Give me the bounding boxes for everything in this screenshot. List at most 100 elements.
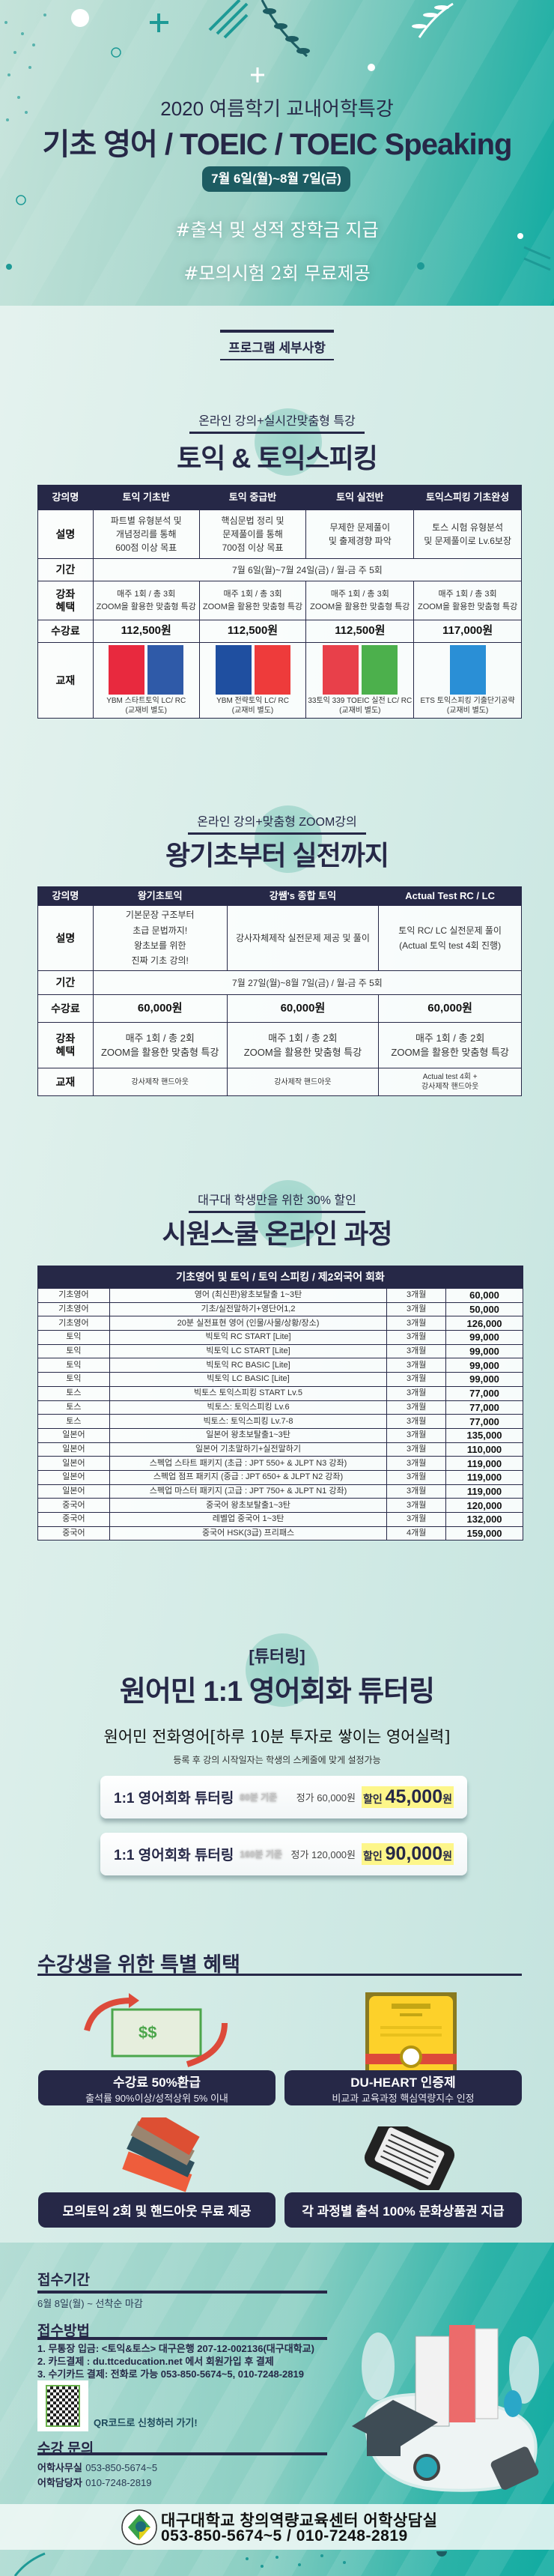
course-cell: 일본어 왕초보탈출1~3탄 — [109, 1427, 388, 1443]
desc-cell: 핵심문법 정리 및 문제풀이를 통해 700점 이상 목표 — [198, 510, 307, 559]
duration-cell: 3개월 — [386, 1442, 447, 1457]
table-row: 일본어 스펙업 스타트 패키지 (초급 : JPT 550+ & JLPT N3 … — [37, 1456, 523, 1471]
book-cell: 33토익 339 TOEIC 실전 LC/ RC (교재비 별도) — [305, 642, 415, 719]
duration-cell: 3개월 — [386, 1414, 447, 1429]
svg-text:$$: $$ — [138, 2023, 156, 2042]
course-cell: 레벨업 중국어 1~3탄 — [109, 1512, 388, 1527]
book-cover-icon — [254, 645, 290, 695]
duration-cell: 3개월 — [386, 1288, 447, 1303]
duration-cell: 3개월 — [386, 1456, 447, 1471]
course-name-cell: 토익 실전반 — [305, 485, 415, 510]
category-cell: 일본어 — [37, 1427, 110, 1443]
price-cell: 77,000 — [445, 1414, 523, 1429]
period-cell: 7월 27일(월)~8월 7일(금) / 월-금 주 5회 — [92, 970, 523, 995]
course-name-cell: 왕기초토익 — [92, 886, 228, 906]
contact-label: 어학담당자 — [37, 2477, 82, 2488]
course-cell: 빅토익 LC START [Lite] — [109, 1343, 388, 1359]
course-cell: 빅토스: 토익스피킹 Lv.6 — [109, 1400, 388, 1415]
table-row: 중국어 레벨업 중국어 1~3탄 3개월 132,000 — [37, 1512, 523, 1527]
hashtag-mock-test: #모의시험 2회 무료제공 — [183, 263, 371, 284]
course-cell: 20분 실전표현 영어 (인물/사물/상황/장소) — [109, 1316, 388, 1331]
book-covers — [200, 645, 306, 695]
divider — [37, 2291, 327, 2294]
hero-decorations — [4, 0, 551, 271]
course-cell: 빅토스 토익스피킹 START Lv.5 — [109, 1385, 388, 1401]
plan-basis: 160분 기준 — [240, 1849, 282, 1860]
book-cell: YBM 스타트토익 LC/ RC (교재비 별도) — [92, 642, 200, 719]
duration-cell: 3개월 — [386, 1427, 447, 1443]
table-row: 일본어 일본어 왕초보탈출1~3탄 3개월 135,000 — [37, 1427, 523, 1443]
plan-basis: 80분 기준 — [240, 1792, 278, 1803]
decor-circle — [255, 1180, 322, 1248]
price-value: 90,000 — [385, 1843, 443, 1864]
benefit-title: 각 과정별 출석 100% 문화상품권 지급 — [302, 2204, 505, 2219]
course-cell: 빅토익 RC BASIC [Lite] — [109, 1358, 388, 1373]
plan-name: 1:1 영어회화 튜터링 — [114, 1848, 234, 1863]
course-name-cell: 토익 기초반 — [92, 485, 200, 510]
duration-cell: 3개월 — [386, 1372, 447, 1387]
category-cell: 중국어 — [37, 1512, 110, 1527]
education-illustration-icon — [352, 2325, 539, 2492]
row-label: 교재 — [37, 1068, 94, 1096]
price-cell: 159,000 — [445, 1526, 523, 1541]
toeic-subtitle-text: 온라인 강의+실시간맞춤형 특강 — [189, 411, 365, 434]
university-logo-icon — [121, 2509, 157, 2545]
tutoring-handwritten: 원어민 전화영어[하루 10분 투자로 쌓이는 영어실력] — [103, 1728, 451, 1746]
benefit-cell: 매주 1회 / 총 3회 ZOOM을 활용한 맞춤형 특강 — [92, 581, 200, 620]
table-header: 기초영어 및 토익 / 토익 스피킹 / 제2외국어 회화 — [37, 1266, 523, 1289]
duration-cell: 3개월 — [386, 1343, 447, 1359]
method-item: 1. 무통장 입금: <토익&토스> 대구은행 207-12-002136(대구… — [37, 2343, 314, 2354]
category-cell: 토익 — [37, 1330, 110, 1345]
benefit-title: DU-HEART 인증제 — [350, 2075, 456, 2090]
row-label: 기간 — [37, 558, 94, 581]
qr-pattern — [46, 2385, 80, 2427]
duration-cell: 3개월 — [386, 1512, 447, 1527]
duration-cell: 3개월 — [386, 1498, 447, 1513]
tutoring-plan-card[interactable]: 1:1 영어회화 튜터링 80분 기준 정가 60,000원 할인 45,000원 — [100, 1776, 467, 1818]
table-row: 기초영어 영어 (최신판)왕초보탈출 1~3탄 3개월 60,000 — [37, 1288, 523, 1303]
regular-price: 정가 120,000원 — [290, 1849, 356, 1860]
tutoring-plan-card[interactable]: 1:1 영어회화 튜터링 160분 기준 정가 120,000원 할인 90,000원 — [100, 1833, 467, 1875]
book-cover-icon — [147, 645, 184, 695]
divider — [37, 2337, 327, 2340]
benefit-box: 모의토익 2회 및 핸드아웃 무료 제공 — [38, 2192, 276, 2228]
book-caption: YBM 스타트토익 LC/ RC (교재비 별도) — [106, 697, 186, 715]
benefit-box: 수강료 50%환급 출석률 90%이상/성적상위 5% 이내 — [38, 2070, 276, 2105]
decor-circle — [255, 805, 322, 873]
course-cell: 스펙업 스타트 패키지 (초급 : JPT 550+ & JLPT N3 강좌) — [109, 1456, 388, 1471]
siwon-subtitle: 대구대 학생만을 위한 30% 할인 — [0, 1190, 554, 1213]
category-cell: 토익 — [37, 1372, 110, 1387]
table-row: 토스 빅토스: 토익스피킹 Lv.7-8 3개월 77,000 — [37, 1414, 523, 1429]
qr-link-text[interactable]: QR코드로 신청하러 가기! — [94, 2417, 198, 2428]
qr-code[interactable] — [37, 2380, 88, 2431]
benefits-title: 수강생을 위한 특별 혜택 — [37, 1953, 240, 1976]
tablet-icon — [364, 2126, 455, 2190]
price-cell: 99,000 — [445, 1330, 523, 1345]
price-cell: 110,000 — [445, 1442, 523, 1457]
category-cell: 일본어 — [37, 1442, 110, 1457]
hero-title: 기초 영어 / TOEIC / TOEIC Speaking — [42, 128, 513, 161]
duration-cell: 3개월 — [386, 1385, 447, 1401]
category-cell: 중국어 — [37, 1498, 110, 1513]
siwon-subtitle-text: 대구대 학생만을 위한 30% 할인 — [189, 1190, 365, 1213]
book-cover-icon — [215, 645, 252, 695]
desc-cell: 파트별 유형분석 및 개념정리를 통해 600점 이상 목표 — [92, 510, 200, 559]
discount-label: 할인 — [362, 1793, 383, 1805]
fee-cell: 60,000원 — [226, 994, 380, 1023]
decor-circle — [255, 408, 322, 476]
table-row: 토익 빅토익 RC START [Lite] 3개월 99,000 — [37, 1330, 523, 1345]
hero-banner: 2020 여름학기 교내어학특강 기초 영어 / TOEIC / TOEIC S… — [0, 0, 554, 306]
tutoring-tag: [튜터링] — [249, 1647, 305, 1666]
fee-cell: 112,500원 — [198, 620, 307, 643]
desc-cell: 토스 시험 유형분석 및 문제풀이로 Lv.6보장 — [413, 510, 522, 559]
contact-office: 어학사무실 053-850-5674~5 — [37, 2460, 157, 2475]
category-cell: 토익 — [37, 1358, 110, 1373]
fee-cell: 60,000원 — [92, 994, 228, 1023]
row-label: 강좌 혜택 — [37, 1022, 94, 1068]
table-row: 일본어 스펙업 마스터 패키지 (고급 : JPT 750+ & JLPT N1 … — [37, 1484, 523, 1499]
period-title: 접수기간 — [37, 2273, 90, 2288]
book-cover-icon — [449, 645, 486, 695]
table-row: 기초영어 20분 실전표현 영어 (인물/사물/상황/장소) 3개월 126,000 — [37, 1316, 523, 1331]
book-cell: 강사제작 핸드아웃 — [226, 1068, 380, 1096]
footer-decorations — [13, 2551, 447, 2576]
